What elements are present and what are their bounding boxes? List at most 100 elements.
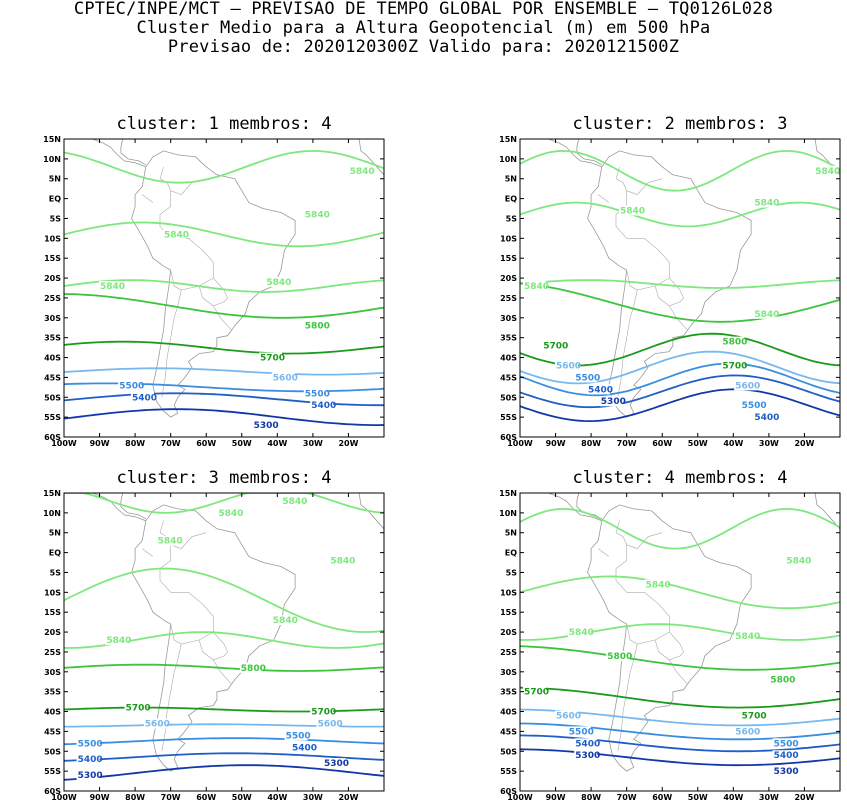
africa-coastline <box>358 139 384 179</box>
lat-label: 15N <box>43 489 61 498</box>
figure-header: CPTEC/INPE/MCT — PREVISAO DE TEMPO GLOBA… <box>0 0 847 57</box>
lat-label: 10S <box>500 234 517 243</box>
country-border <box>654 277 684 307</box>
contour-label-bg <box>163 229 186 240</box>
contour-5600 <box>520 350 840 385</box>
contour-label-bg <box>124 702 148 713</box>
contour-5840 <box>64 567 384 633</box>
lat-label: 55S <box>500 413 517 422</box>
contour-5840 <box>64 221 384 248</box>
contour-label: 5800 <box>722 338 747 348</box>
map-frame <box>519 492 841 792</box>
contour-label-bg <box>567 627 591 638</box>
contour-5300 <box>64 764 384 781</box>
lat-label: 5S <box>506 214 518 223</box>
contour-5700 <box>64 340 384 355</box>
contour-label: 5840 <box>735 632 760 642</box>
lat-label: 25S <box>500 294 517 303</box>
lon-label: 50W <box>232 439 252 448</box>
lat-label: 20S <box>44 628 61 637</box>
contour-label-bg <box>143 718 167 729</box>
panel-4-title: cluster: 4 membros: 4 <box>572 468 788 488</box>
country-border <box>669 659 688 684</box>
contour-label-bg <box>303 209 327 220</box>
contour-label: 5840 <box>754 199 779 209</box>
south-america-coastline <box>131 150 296 418</box>
contour-label-bg <box>587 384 610 395</box>
country-border <box>159 532 214 645</box>
contour-label-bg <box>523 281 546 292</box>
lon-label: 100W <box>51 439 77 448</box>
contour-label: 5300 <box>774 767 799 777</box>
contour-label-bg <box>619 205 642 216</box>
contour-label-bg <box>105 635 129 646</box>
contour-5840 <box>64 493 384 514</box>
lon-label: 30W <box>303 793 323 802</box>
lat-label: 10S <box>500 588 517 597</box>
country-border <box>617 289 638 398</box>
lon-label: 90W <box>90 793 110 802</box>
south-america-coastline <box>587 150 752 418</box>
contour-5840 <box>520 279 840 289</box>
contour-label-bg <box>574 372 598 383</box>
lat-label: 60S <box>44 787 61 796</box>
lon-label: 100W <box>507 439 533 448</box>
lat-label: 45S <box>500 373 517 382</box>
contour-label-bg <box>118 380 142 391</box>
contour-label: 5840 <box>273 616 298 626</box>
contour-label: 5600 <box>556 361 581 371</box>
lat-label: 60S <box>500 787 517 796</box>
contour-label-bg <box>523 686 546 697</box>
contour-5500 <box>520 362 840 397</box>
lon-label: 40W <box>267 793 287 802</box>
lon-label: 60W <box>196 793 216 802</box>
lon-label: 30W <box>759 439 779 448</box>
contour-label: 5500 <box>305 389 330 399</box>
contour-label: 5500 <box>286 731 311 741</box>
lon-label: 30W <box>303 439 323 448</box>
south-america-coastline <box>587 504 752 772</box>
contour-label-bg <box>265 277 289 288</box>
caribbean-coastline <box>576 493 602 520</box>
lat-label: 60S <box>44 433 61 442</box>
lat-label: 30S <box>44 668 61 677</box>
contour-5300 <box>520 388 840 423</box>
lon-label: 50W <box>688 439 708 448</box>
contour-label-bg <box>772 738 796 749</box>
lon-label: 40W <box>267 439 287 448</box>
contour-label: 5700 <box>260 354 285 364</box>
map-panel-1: 5840 5840 5840 5840 5840 5800 5700 5600 5500 5500… <box>43 135 385 448</box>
contour-label: 5840 <box>158 537 183 547</box>
contour-label-bg <box>753 197 777 208</box>
contour-label-bg <box>740 710 764 721</box>
header-line-1: CPTEC/INPE/MCT — PREVISAO DE TEMPO GLOBA… <box>73 0 774 19</box>
contour-label-bg <box>291 742 314 753</box>
lon-label: 50W <box>688 793 708 802</box>
map-panel-2: 5840 5840 5840 5840 5840 5800 5700 5700 5600 5600… <box>499 135 841 448</box>
contour-5800 <box>520 645 840 671</box>
lat-label: 35S <box>500 688 517 697</box>
contour-label: 5700 <box>311 708 336 718</box>
lat-label: 50S <box>44 393 61 402</box>
lat-label: EQ <box>49 549 61 558</box>
contour-5300 <box>520 748 840 767</box>
contour-label-bg <box>217 507 241 518</box>
contour-label-bg <box>239 662 263 673</box>
contour-5400 <box>64 752 384 762</box>
country-border <box>161 289 182 398</box>
lat-label: EQ <box>505 549 517 558</box>
lat-label: 10S <box>44 588 61 597</box>
contour-label-bg <box>772 766 796 777</box>
contour-label: 5700 <box>524 688 549 698</box>
central-america-coastline <box>91 139 146 168</box>
contour-label: 5840 <box>106 636 131 646</box>
contour-label: 5840 <box>266 278 291 288</box>
lat-label: 45S <box>44 373 61 382</box>
lat-label: 5N <box>49 175 61 184</box>
contour-label: 5840 <box>646 580 671 590</box>
lon-label: 70W <box>617 793 637 802</box>
lat-label: 50S <box>44 747 61 756</box>
contour-label: 5500 <box>78 739 103 749</box>
contour-5400 <box>520 734 840 753</box>
contour-label: 5500 <box>742 401 767 411</box>
